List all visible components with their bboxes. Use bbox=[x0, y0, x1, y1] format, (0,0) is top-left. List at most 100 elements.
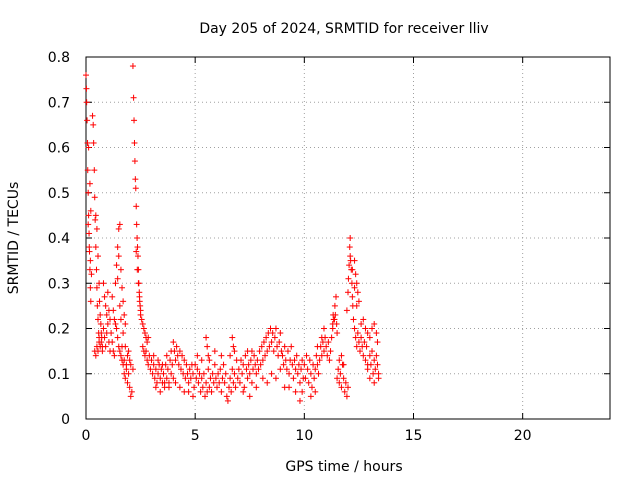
data-point bbox=[370, 370, 377, 377]
data-point bbox=[177, 366, 184, 373]
data-point bbox=[231, 370, 238, 377]
data-point bbox=[205, 366, 212, 373]
data-point bbox=[325, 339, 332, 346]
data-point bbox=[223, 393, 230, 400]
data-point bbox=[296, 379, 303, 386]
data-point bbox=[102, 343, 109, 350]
data-point bbox=[171, 348, 178, 355]
data-point bbox=[92, 216, 99, 223]
data-point bbox=[175, 361, 182, 368]
data-point bbox=[299, 357, 306, 364]
data-point bbox=[227, 375, 234, 382]
data-point bbox=[132, 176, 139, 183]
data-point bbox=[112, 320, 119, 327]
data-point bbox=[235, 366, 242, 373]
data-point bbox=[114, 275, 121, 282]
data-point bbox=[139, 320, 146, 327]
data-point bbox=[163, 375, 170, 382]
data-point bbox=[104, 289, 111, 296]
data-point bbox=[135, 280, 142, 287]
data-point bbox=[211, 348, 218, 355]
data-point bbox=[346, 262, 353, 269]
data-point bbox=[272, 375, 279, 382]
data-point bbox=[150, 361, 157, 368]
data-point bbox=[313, 352, 320, 359]
data-point bbox=[158, 366, 165, 373]
data-point bbox=[203, 379, 210, 386]
data-point bbox=[221, 379, 228, 386]
data-point bbox=[149, 370, 156, 377]
data-point bbox=[150, 352, 157, 359]
y-tick-label: 0.7 bbox=[48, 95, 70, 111]
data-point bbox=[288, 343, 295, 350]
data-point bbox=[112, 280, 119, 287]
data-point bbox=[369, 325, 376, 332]
data-point bbox=[133, 221, 140, 228]
data-point bbox=[246, 393, 253, 400]
data-point bbox=[98, 339, 105, 346]
data-point bbox=[259, 357, 266, 364]
data-point bbox=[330, 311, 337, 318]
data-point bbox=[134, 253, 141, 260]
data-point bbox=[168, 370, 175, 377]
data-point bbox=[315, 370, 322, 377]
data-point bbox=[364, 330, 371, 337]
data-point bbox=[165, 384, 172, 391]
data-point bbox=[210, 379, 217, 386]
data-point bbox=[119, 284, 126, 291]
data-point bbox=[296, 397, 303, 404]
data-point bbox=[193, 375, 200, 382]
data-point bbox=[292, 388, 299, 395]
x-tick-label: 20 bbox=[514, 428, 532, 444]
x-axis-label: GPS time / hours bbox=[285, 459, 402, 475]
data-point bbox=[244, 375, 251, 382]
data-point bbox=[181, 357, 188, 364]
data-point bbox=[272, 325, 279, 332]
data-point bbox=[349, 293, 356, 300]
data-point bbox=[222, 370, 229, 377]
data-point bbox=[161, 379, 168, 386]
y-tick-label: 0.5 bbox=[48, 186, 70, 202]
data-point bbox=[231, 348, 238, 355]
data-point bbox=[92, 212, 99, 219]
data-point bbox=[141, 330, 148, 337]
data-point bbox=[144, 339, 151, 346]
data-point bbox=[338, 352, 345, 359]
data-point bbox=[352, 271, 359, 278]
x-tick-label: 5 bbox=[191, 428, 200, 444]
data-point bbox=[298, 366, 305, 373]
data-point bbox=[302, 375, 309, 382]
data-point bbox=[362, 325, 369, 332]
data-point bbox=[234, 375, 241, 382]
data-point bbox=[331, 316, 338, 323]
data-point bbox=[126, 384, 133, 391]
data-point bbox=[121, 311, 128, 318]
data-point bbox=[346, 244, 353, 251]
data-point bbox=[194, 366, 201, 373]
data-point bbox=[151, 375, 158, 382]
data-point bbox=[354, 289, 361, 296]
data-point bbox=[269, 330, 276, 337]
data-point bbox=[198, 357, 205, 364]
data-point bbox=[204, 343, 211, 350]
data-point bbox=[329, 320, 336, 327]
data-point bbox=[243, 366, 250, 373]
data-point bbox=[143, 348, 150, 355]
data-point bbox=[306, 357, 313, 364]
data-point bbox=[87, 298, 94, 305]
data-point bbox=[372, 366, 379, 373]
data-point bbox=[115, 253, 122, 260]
data-point bbox=[169, 361, 176, 368]
data-point bbox=[236, 379, 243, 386]
data-point bbox=[205, 352, 212, 359]
data-point bbox=[187, 375, 194, 382]
data-point bbox=[140, 325, 147, 332]
data-point bbox=[110, 307, 117, 314]
data-point bbox=[219, 375, 226, 382]
data-point bbox=[124, 352, 131, 359]
data-point bbox=[182, 375, 189, 382]
data-point bbox=[91, 167, 98, 174]
data-point bbox=[86, 180, 93, 187]
x-tick-label: 10 bbox=[295, 428, 313, 444]
data-point bbox=[355, 298, 362, 305]
